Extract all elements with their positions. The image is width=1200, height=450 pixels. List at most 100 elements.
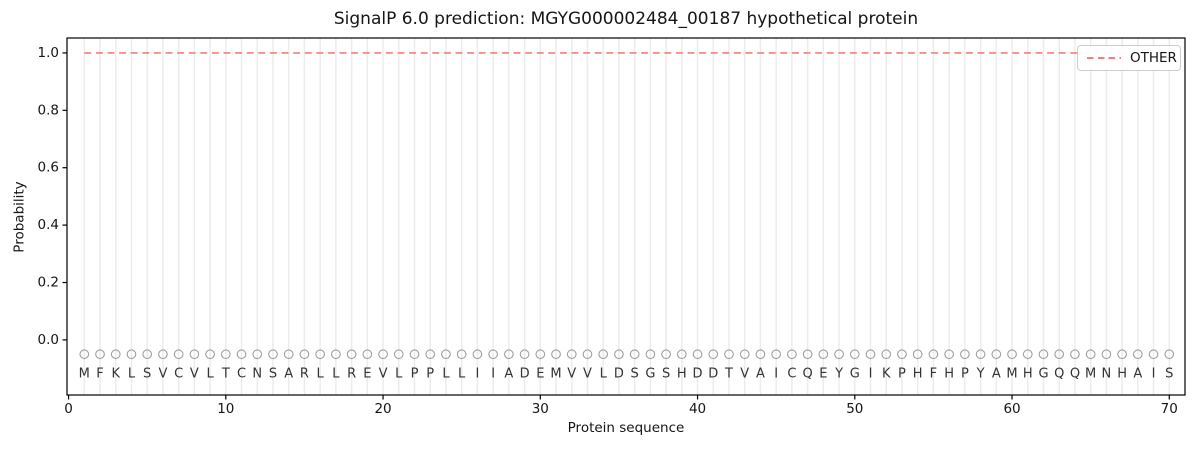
residue-letter: A: [1133, 366, 1142, 381]
residue-marker-circle: [787, 349, 797, 360]
residue-letter: S: [269, 366, 277, 381]
y-tick-label: 0.8: [38, 102, 59, 118]
residue-letter: I: [774, 366, 778, 381]
residue-letter: P: [961, 366, 969, 381]
residue-letter: V: [740, 366, 749, 381]
residue-letter: Q: [802, 366, 812, 381]
residue-marker-circle: [1085, 349, 1096, 360]
residue-marker-circle: [1132, 349, 1143, 360]
chart-title: SignalP 6.0 prediction: MGYG000002484_00…: [333, 9, 919, 29]
residue-marker-circle: [724, 349, 734, 360]
residue-letter: V: [379, 366, 388, 381]
residue-letter: S: [631, 366, 639, 381]
residue-marker-circle: [268, 349, 278, 360]
residue-marker-circle: [504, 349, 514, 360]
y-tick-label: 1.0: [38, 45, 59, 61]
residue-letter: E: [819, 366, 827, 381]
residue-letter: K: [111, 366, 120, 381]
residue-marker-circle: [1007, 349, 1017, 360]
residue-letter: V: [567, 366, 576, 381]
residue-marker-circle: [598, 349, 609, 360]
residue-marker-circle: [409, 349, 420, 360]
residue-marker-circle: [1148, 349, 1159, 360]
residue-letter: E: [536, 366, 544, 381]
residue-marker-circle: [739, 349, 750, 360]
residue-marker-circle: [488, 349, 498, 360]
residue-letter: L: [317, 366, 325, 381]
residue-marker-circle: [1101, 349, 1112, 360]
y-tick-label: 0.0: [38, 332, 59, 348]
residue-marker-circle: [189, 349, 200, 360]
residue-marker-circle: [535, 349, 546, 360]
residue-marker-circle: [708, 349, 719, 360]
residue-letter: L: [206, 366, 214, 381]
residue-letter: L: [395, 366, 403, 381]
residue-marker-circle: [1117, 349, 1127, 360]
residue-letter: F: [930, 366, 937, 381]
residue-marker-circle: [362, 349, 373, 360]
residue-letter: M: [550, 366, 561, 381]
residue-letter: F: [96, 366, 103, 381]
residue-letter: L: [600, 366, 608, 381]
residue-letter: C: [237, 366, 246, 381]
residue-letter: D: [520, 366, 530, 381]
residue-marker-circle: [661, 349, 671, 360]
residue-letter: S: [662, 366, 670, 381]
residue-marker-circle: [849, 349, 860, 360]
residue-marker-circle: [158, 349, 168, 360]
residue-letter: H: [944, 366, 954, 381]
residue-letter: A: [504, 366, 513, 381]
residue-marker-circle: [205, 349, 215, 360]
residue-marker-circle: [629, 349, 640, 360]
residue-letter: C: [787, 366, 796, 381]
residue-letter: D: [614, 366, 624, 381]
residue-letter: P: [898, 366, 906, 381]
residue-marker-circle: [834, 349, 844, 360]
residue-marker-circle: [441, 349, 451, 360]
residue-letter: I: [1152, 366, 1156, 381]
axes-frame: [66, 37, 1186, 396]
x-axis-label: Protein sequence: [567, 420, 685, 436]
x-tick-label: 10: [217, 401, 234, 417]
residue-letter: D: [708, 366, 718, 381]
residue-marker-circle: [676, 349, 687, 360]
residue-letter: V: [158, 366, 167, 381]
residue-marker-circle: [79, 349, 90, 360]
residue-marker-circle: [142, 349, 153, 360]
residue-letter: T: [221, 366, 230, 381]
residue-marker-circle: [456, 349, 467, 360]
residue-marker-circle: [331, 349, 341, 360]
residue-marker-circle: [110, 349, 121, 360]
x-tick-label: 70: [1161, 401, 1178, 417]
residue-letter: V: [583, 366, 592, 381]
residue-marker-circle: [1038, 349, 1049, 360]
residue-letter: A: [756, 366, 765, 381]
residue-marker-circle: [944, 349, 954, 360]
y-tick-label: 0.4: [38, 217, 59, 233]
residue-marker-circle: [928, 349, 939, 360]
y-tick-label: 0.6: [38, 160, 59, 176]
residue-letter: G: [850, 366, 860, 381]
residue-marker-circle: [425, 349, 436, 360]
residue-letter: L: [442, 366, 450, 381]
residue-letter: M: [1085, 366, 1096, 381]
residue-marker-circle: [582, 349, 593, 360]
residue-letter: S: [143, 366, 151, 381]
x-tick-label: 30: [532, 401, 549, 417]
residue-marker-circle: [692, 349, 703, 360]
residue-letter: A: [284, 366, 293, 381]
residue-marker-circle: [1164, 349, 1175, 360]
residue-marker-circle: [1022, 349, 1033, 360]
residue-marker-circle: [236, 349, 247, 360]
residue-marker-circle: [472, 349, 483, 360]
residue-letter: I: [869, 366, 873, 381]
residue-letter: S: [1165, 366, 1173, 381]
residue-marker-circle: [393, 349, 404, 360]
residue-marker-circle: [566, 349, 577, 360]
y-tick-label: 0.2: [38, 275, 59, 291]
residue-letter: R: [300, 366, 309, 381]
residue-marker-circle: [220, 349, 231, 360]
residue-marker-circle: [865, 349, 876, 360]
residue-letter: G: [645, 366, 655, 381]
